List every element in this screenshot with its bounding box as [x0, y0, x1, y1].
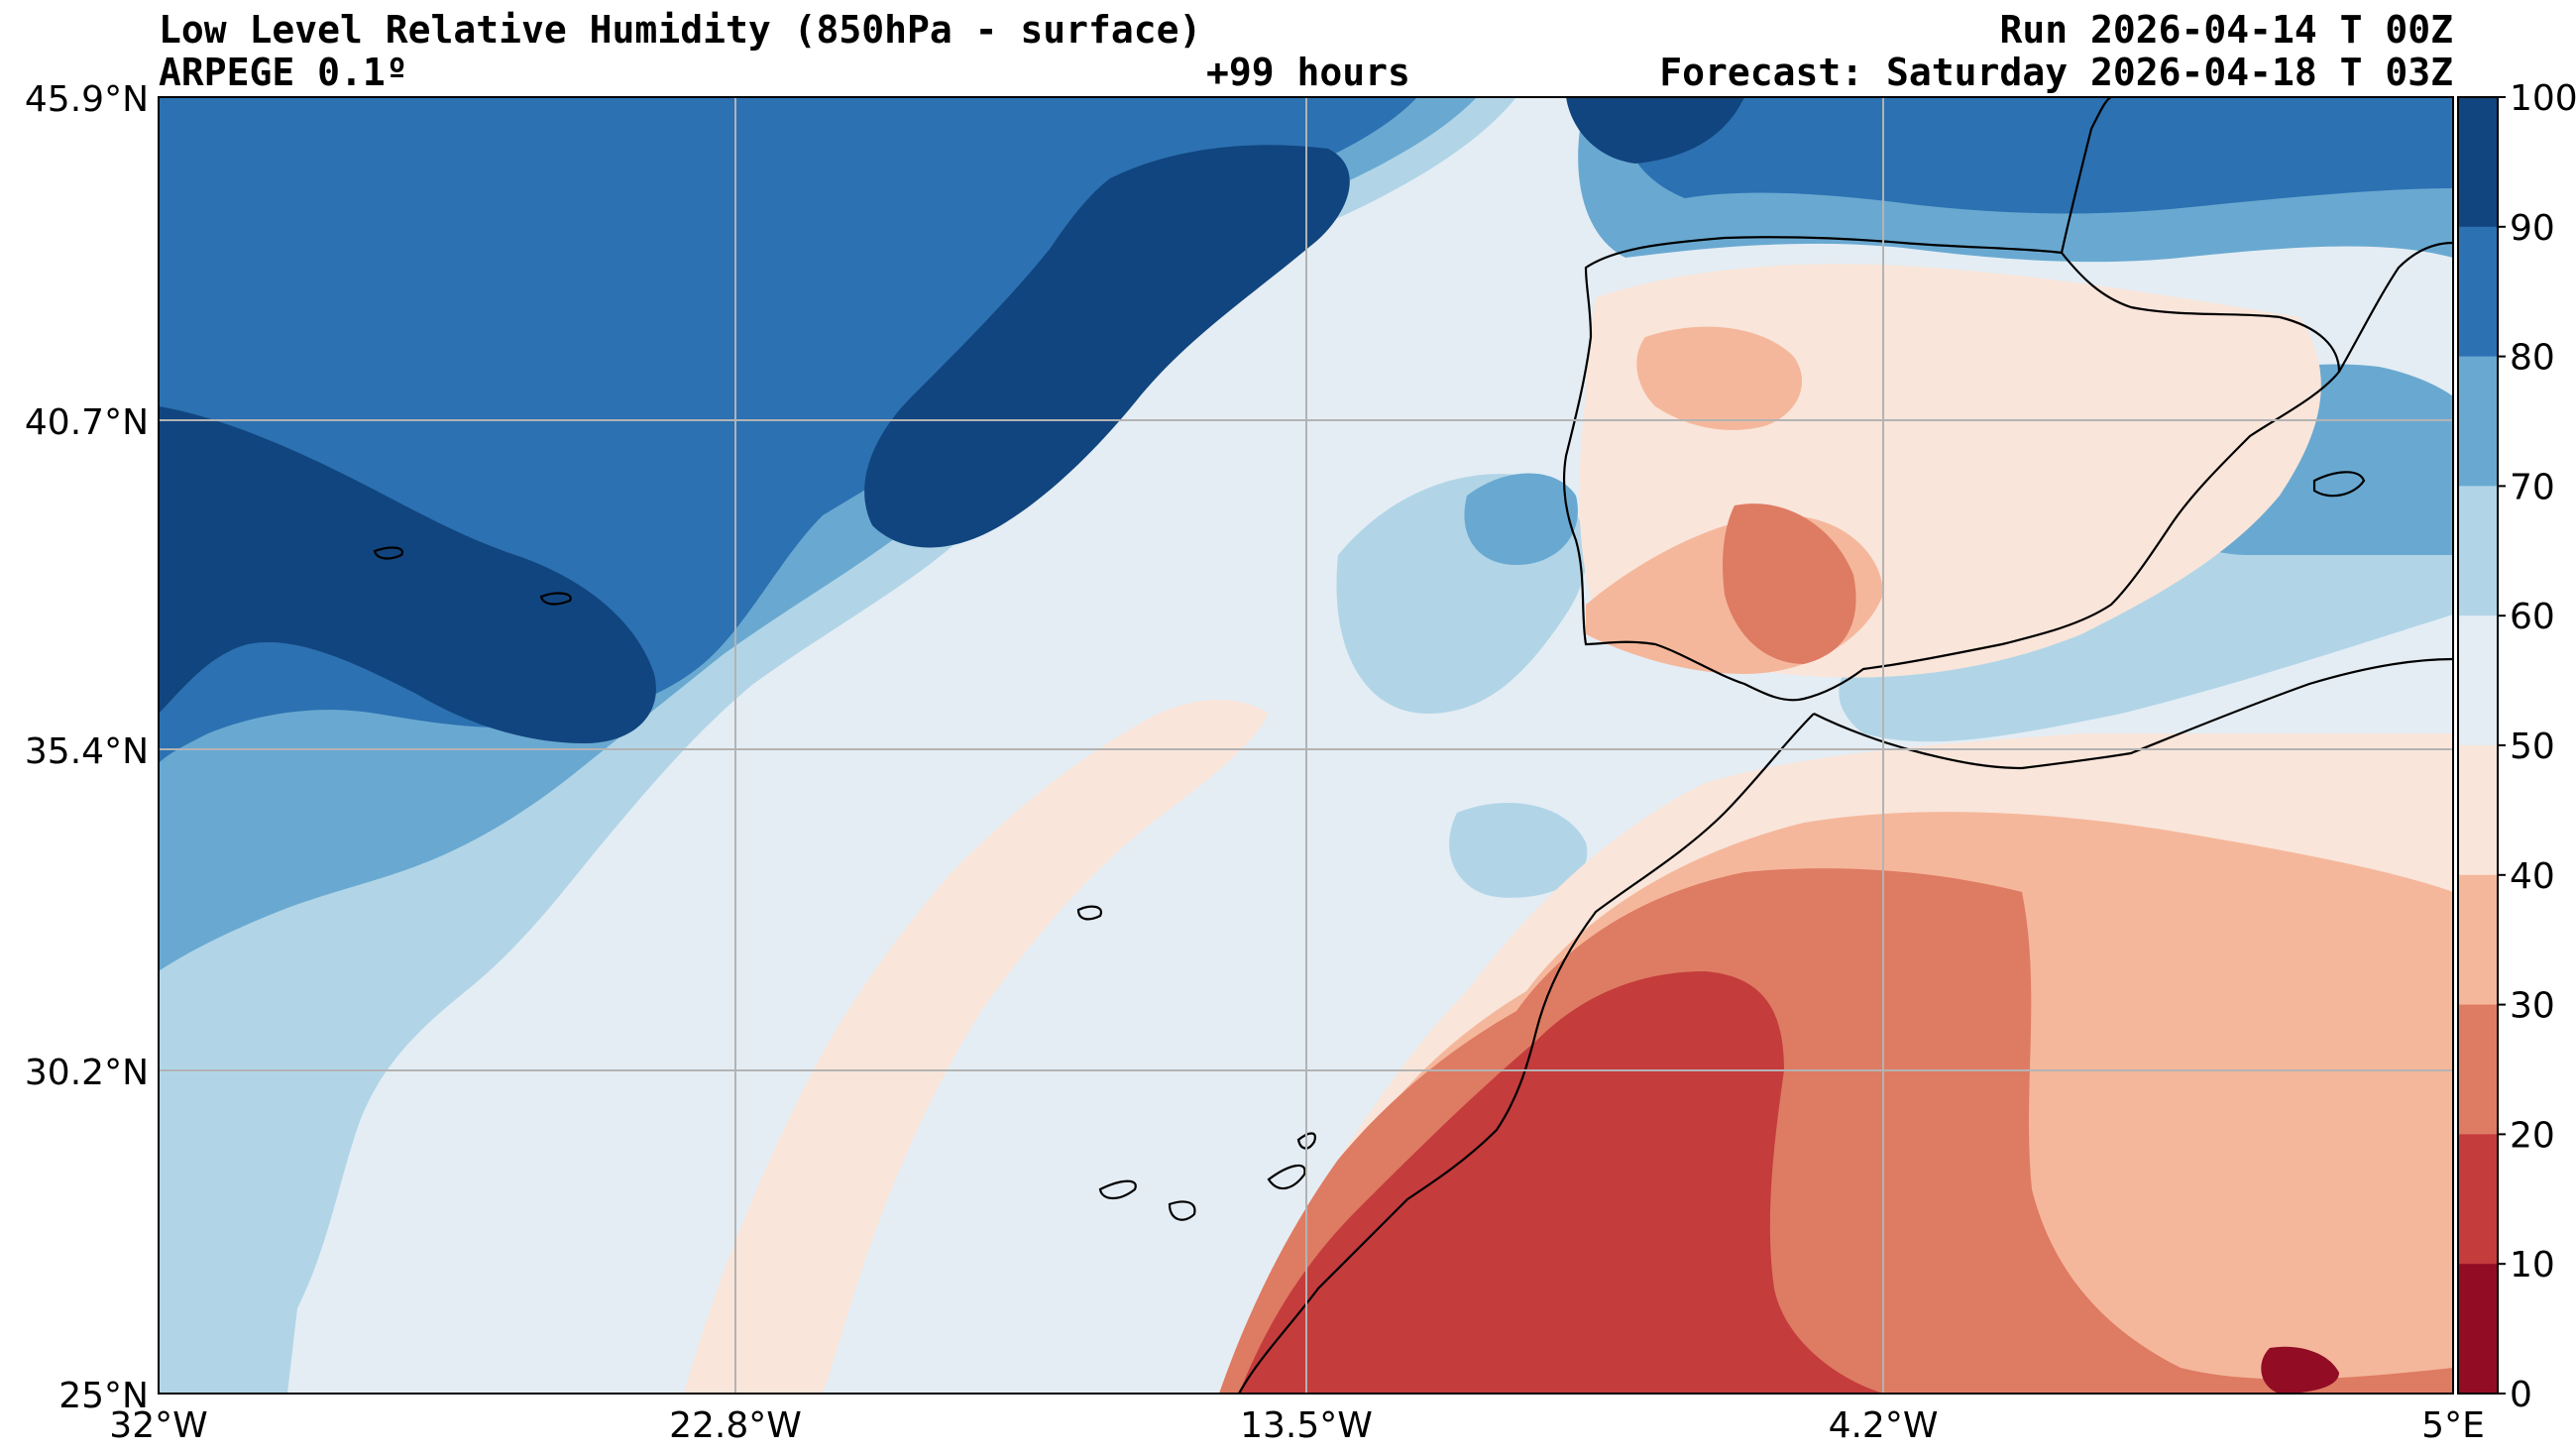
colorbar-tick-label: 90 — [2510, 208, 2555, 249]
africa-coast — [1238, 657, 2453, 1394]
colorbar-tick-label: 20 — [2510, 1115, 2555, 1156]
canary-4 — [1168, 1200, 1196, 1221]
chart-title: Low Level Relative Humidity (850hPa - su… — [159, 8, 1202, 52]
colorbar-swatch — [2458, 745, 2498, 876]
azores-2 — [373, 546, 404, 560]
colorbar-swatch — [2458, 615, 2498, 746]
colorbar-tick-label: 50 — [2510, 726, 2555, 767]
colorbar-swatch — [2458, 1004, 2498, 1135]
field-0-10-spot — [2261, 1346, 2339, 1394]
y-tick-label: 45.9°N — [25, 79, 149, 120]
canary-2 — [1267, 1164, 1306, 1190]
field-90-100-west — [159, 406, 656, 743]
canary-3 — [1098, 1179, 1137, 1200]
iberia-coast — [1562, 236, 2341, 702]
colorbar-swatch — [2458, 356, 2498, 487]
y-tick-label: 35.4°N — [25, 731, 149, 772]
colorbar-swatch — [2458, 1134, 2498, 1265]
x-tick-label: 5°E — [2421, 1405, 2485, 1446]
field-90-100 — [864, 145, 1350, 548]
y-tick-label: 40.7°N — [25, 402, 149, 443]
field-20-30-iberia — [1723, 503, 1856, 664]
colorbar-swatch — [2458, 226, 2498, 358]
colorbar-tick-label: 80 — [2510, 338, 2555, 379]
run-label: Run 2026-04-14 T 00Z — [1999, 8, 2453, 52]
colorbar-swatch — [2458, 874, 2498, 1006]
field-60-70-east-atlantic — [1449, 803, 1588, 898]
map-frame — [158, 96, 2454, 1395]
colorbar-tick-label: 70 — [2510, 467, 2555, 507]
colorbar-tick-label: 0 — [2510, 1375, 2532, 1415]
field-80-90-north — [1623, 97, 2453, 214]
field-90-100-north — [1566, 97, 1744, 164]
y-axis: 45.9°N 40.7°N 35.4°N 30.2°N 25°N — [25, 79, 149, 1416]
field-10-20-africa — [1239, 971, 1883, 1394]
colorbar-tick-label: 60 — [2510, 597, 2555, 637]
azores-1 — [539, 592, 572, 606]
gridlines — [159, 97, 2453, 1394]
field-40-50-band — [684, 700, 1269, 1394]
france-coast — [2060, 97, 2453, 373]
model-label: ARPEGE 0.1º — [159, 51, 408, 94]
field-30-40-iberia — [1636, 326, 1803, 430]
y-tick-label: 30.2°N — [25, 1053, 149, 1093]
colorbar-tick-label: 30 — [2510, 986, 2555, 1027]
coastlines — [373, 97, 2453, 1394]
x-axis: 32°W 22.8°W 13.5°W 4.2°W 5°E — [109, 1405, 2485, 1446]
field-70-80-portugal — [1464, 473, 1578, 565]
colorbar-swatch — [2458, 486, 2498, 616]
x-tick-label: 13.5°W — [1240, 1405, 1373, 1446]
x-tick-label: 4.2°W — [1829, 1405, 1939, 1446]
colorbar-tick-label: 100 — [2510, 78, 2576, 119]
colorbar-tick-label: 10 — [2510, 1245, 2555, 1285]
colorbar-tick-label: 40 — [2510, 856, 2555, 897]
forecast-label: Forecast: Saturday 2026-04-18 T 03Z — [1659, 51, 2453, 94]
colorbar-swatch — [2458, 1264, 2498, 1395]
x-tick-label: 32°W — [109, 1405, 207, 1446]
y-tick-label: 25°N — [58, 1376, 149, 1416]
madeira — [1076, 905, 1103, 921]
x-tick-label: 22.8°W — [669, 1405, 802, 1446]
colorbar-swatch — [2458, 97, 2498, 228]
lead-time-label: +99 hours — [1206, 51, 1410, 94]
balearic — [2312, 471, 2366, 498]
